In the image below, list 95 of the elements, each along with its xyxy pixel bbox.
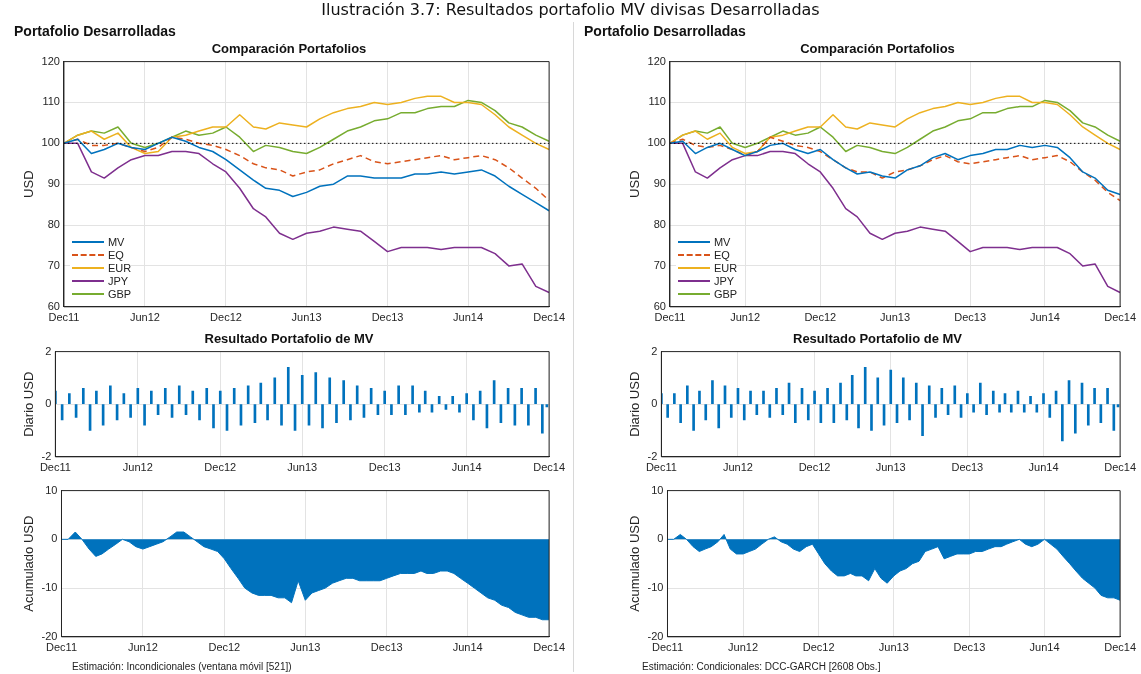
x-tick-label: Jun12 xyxy=(722,461,753,474)
x-tick-label: Dec11 xyxy=(652,641,683,654)
x-tick-label: Jun13 xyxy=(290,641,321,654)
x-tick-label: Jun12 xyxy=(127,641,158,654)
x-tick-label: Dec13 xyxy=(953,641,986,654)
y-tick-label: 2 xyxy=(45,344,52,357)
y-axis-title: Acumulado USD xyxy=(627,515,643,612)
x-tick-label: Jun12 xyxy=(730,311,761,324)
x-tick-label: Jun13 xyxy=(287,461,318,474)
text: Ilustración 3.7: Resultados portafolio MV divisas Desarrolladas xyxy=(320,0,821,20)
x-tick-label: Dec12 xyxy=(210,311,242,324)
x-tick-label: Dec13 xyxy=(371,311,404,324)
x-tick-label: Jun13 xyxy=(291,311,322,324)
legend-label: EUR xyxy=(713,262,738,275)
y-tick-label: 0 xyxy=(657,532,664,545)
y-tick-label: 10 xyxy=(651,483,664,496)
x-tick-label: Dec12 xyxy=(798,461,831,474)
x-tick-label: Dec11 xyxy=(48,311,80,324)
chart-title: Comparación Portafolios xyxy=(211,41,367,57)
chart-subtitle: Portafolio Desarrolladas xyxy=(13,22,177,40)
y-tick-label: -20 xyxy=(647,629,664,642)
y-tick-label: 100 xyxy=(41,136,60,149)
y-tick-label: 2 xyxy=(651,344,658,357)
chart-title: Comparación Portafolios xyxy=(800,41,955,57)
y-tick-label: -20 xyxy=(41,629,58,642)
legend-label: MV xyxy=(107,236,125,249)
x-tick-label: Jun13 xyxy=(875,461,906,474)
y-tick-label: 90 xyxy=(653,177,666,190)
y-tick-label: -2 xyxy=(41,449,52,462)
x-tick-label: Dec14 xyxy=(533,641,565,654)
y-axis-title: Diario USD xyxy=(627,371,643,437)
x-tick-label: Dec12 xyxy=(204,461,237,474)
chart-title: Resultado Portafolio de MV xyxy=(792,331,963,347)
legend-label: EQ xyxy=(107,249,124,262)
y-tick-label: 10 xyxy=(45,483,58,496)
x-tick-label: Dec14 xyxy=(1104,461,1136,474)
x-tick-label: Jun13 xyxy=(878,641,909,654)
y-axis-title: Diario USD xyxy=(21,371,37,437)
x-tick-label: Jun14 xyxy=(1029,311,1060,324)
y-tick-label: 70 xyxy=(653,258,666,271)
y-tick-label: 60 xyxy=(653,299,666,312)
y-tick-label: 120 xyxy=(647,54,666,67)
y-tick-label: 0 xyxy=(51,532,58,545)
x-tick-label: Dec14 xyxy=(1104,311,1136,324)
x-tick-label: Dec13 xyxy=(954,311,987,324)
x-tick-label: Jun14 xyxy=(451,461,482,474)
x-tick-label: Dec11 xyxy=(654,311,686,324)
chart-title: Resultado Portafolio de MV xyxy=(204,331,374,347)
x-tick-label: Dec14 xyxy=(533,461,565,474)
x-tick-label: Jun12 xyxy=(122,461,153,474)
text: Estimación: Condicionales: DCC-GARCH [2608 Obs.] xyxy=(641,660,882,674)
y-tick-label: 60 xyxy=(47,299,60,312)
y-tick-label: -10 xyxy=(647,581,664,594)
legend-label: EUR xyxy=(107,262,132,275)
y-tick-label: 70 xyxy=(47,258,60,271)
legend-label: JPY xyxy=(107,275,129,288)
legend-label: MV xyxy=(713,236,731,249)
legend-label: JPY xyxy=(713,275,735,288)
x-tick-label: Dec11 xyxy=(39,461,71,474)
y-tick-label: 120 xyxy=(41,54,60,67)
legend-label: GBP xyxy=(107,288,132,301)
y-tick-label: 110 xyxy=(42,95,60,108)
x-tick-label: Dec12 xyxy=(804,311,837,324)
x-tick-label: Dec13 xyxy=(951,461,984,474)
y-axis-title: USD xyxy=(21,170,37,198)
x-tick-label: Dec13 xyxy=(370,641,403,654)
legend-label: EQ xyxy=(713,249,730,262)
x-tick-label: Dec13 xyxy=(368,461,401,474)
x-tick-label: Dec12 xyxy=(208,641,241,654)
y-tick-label: 0 xyxy=(651,397,658,410)
y-axis-title: Acumulado USD xyxy=(21,515,37,612)
legend-label: GBP xyxy=(713,288,738,301)
x-tick-label: Dec14 xyxy=(1104,641,1136,654)
y-axis-title: USD xyxy=(627,170,643,198)
y-tick-label: 90 xyxy=(47,177,60,190)
y-tick-label: 110 xyxy=(648,95,666,108)
x-tick-label: Dec12 xyxy=(802,641,835,654)
x-tick-label: Dec14 xyxy=(533,311,565,324)
x-tick-label: Jun14 xyxy=(1029,641,1060,654)
y-tick-label: -2 xyxy=(647,449,658,462)
x-tick-label: Jun14 xyxy=(1028,461,1059,474)
x-tick-label: Jun14 xyxy=(452,641,483,654)
y-tick-label: 100 xyxy=(647,136,666,149)
x-tick-label: Jun14 xyxy=(453,311,484,324)
x-tick-label: Dec11 xyxy=(645,461,677,474)
x-tick-label: Jun13 xyxy=(880,311,911,324)
y-tick-label: -10 xyxy=(41,581,58,594)
y-tick-label: 0 xyxy=(45,397,52,410)
y-tick-label: 80 xyxy=(47,218,60,231)
x-tick-label: Dec11 xyxy=(46,641,77,654)
text: Estimación: Incondicionales (ventana móvil [521]) xyxy=(71,660,293,674)
y-tick-label: 80 xyxy=(653,218,666,231)
chart-subtitle: Portafolio Desarrolladas xyxy=(583,22,747,40)
x-tick-label: Jun12 xyxy=(129,311,160,324)
x-tick-label: Jun12 xyxy=(728,641,759,654)
